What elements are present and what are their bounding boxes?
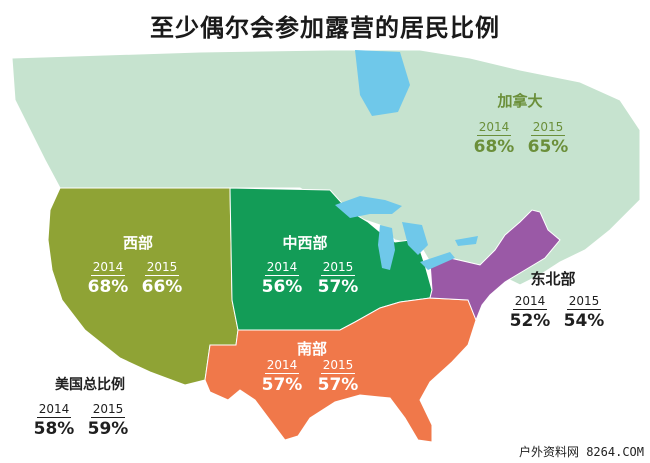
percent-value: 65%	[527, 137, 569, 157]
region-northeast	[429, 209, 561, 322]
percent-value: 57%	[317, 375, 359, 395]
percent-value: 56%	[261, 277, 303, 297]
lake-ontario	[455, 236, 478, 246]
year-label: 2014	[512, 294, 548, 310]
south-2015-stat: 2015 57%	[314, 354, 362, 395]
percent-value: 54%	[563, 311, 605, 331]
year-label: 2014	[476, 120, 512, 136]
northeast-2015-stat: 2015 54%	[560, 290, 608, 331]
west-2015-stat: 2015 66%	[138, 256, 186, 297]
year-label: 2015	[320, 358, 356, 374]
us-total-2014-stat: 2014 58%	[30, 398, 78, 439]
midwest-2014-stat: 2014 56%	[258, 256, 306, 297]
percent-value: 59%	[87, 419, 129, 439]
percent-value: 57%	[261, 375, 303, 395]
watermark: 户外资料网 8264.COM	[518, 445, 644, 459]
midwest-label: 中西部	[282, 234, 328, 252]
percent-value: 58%	[33, 419, 75, 439]
west-2014-stat: 2014 68%	[84, 256, 132, 297]
lake-huron	[402, 222, 428, 255]
midwest-2015-stat: 2015 57%	[314, 256, 362, 297]
us-total-label: 美国总比例	[55, 377, 125, 393]
lake-erie	[420, 252, 455, 270]
canada-2014-stat: 2014 68%	[470, 116, 518, 157]
year-label: 2014	[90, 260, 126, 276]
year-label: 2015	[566, 294, 602, 310]
lake-michigan	[378, 225, 395, 270]
percent-value: 68%	[87, 277, 129, 297]
year-label: 2014	[264, 358, 300, 374]
year-label: 2015	[90, 402, 126, 418]
west-label: 西部	[122, 234, 153, 252]
us-total-2015-stat: 2015 59%	[84, 398, 132, 439]
year-label: 2014	[264, 260, 300, 276]
percent-value: 52%	[509, 311, 551, 331]
percent-value: 66%	[141, 277, 183, 297]
northeast-2014-stat: 2014 52%	[506, 290, 554, 331]
map-title: 至少偶尔会参加露营的居民比例	[150, 14, 500, 42]
year-label: 2015	[530, 120, 566, 136]
year-label: 2015	[144, 260, 180, 276]
lake-superior	[335, 196, 402, 218]
northeast-label: 东北部	[530, 270, 576, 288]
south-2014-stat: 2014 57%	[258, 354, 306, 395]
year-label: 2014	[36, 402, 72, 418]
percent-value: 68%	[473, 137, 515, 157]
canada-label: 加拿大	[497, 92, 543, 110]
canada-2015-stat: 2015 65%	[524, 116, 572, 157]
south-label: 南部	[296, 340, 327, 358]
hudson-bay	[355, 50, 410, 116]
year-label: 2015	[320, 260, 356, 276]
percent-value: 57%	[317, 277, 359, 297]
